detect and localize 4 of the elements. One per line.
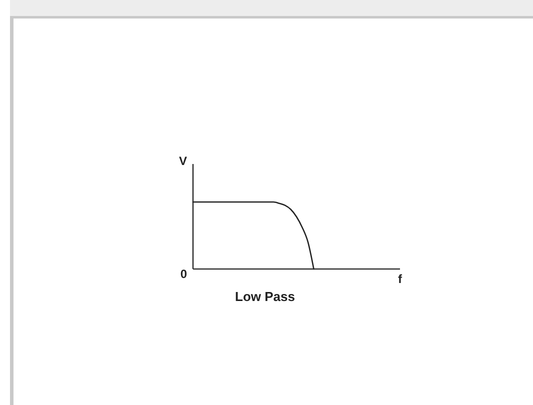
text: 0 (180, 267, 188, 281)
text: Low Pass (235, 289, 295, 304)
y-axis-title: V (178, 154, 188, 168)
x-axis-title: f (398, 272, 403, 286)
